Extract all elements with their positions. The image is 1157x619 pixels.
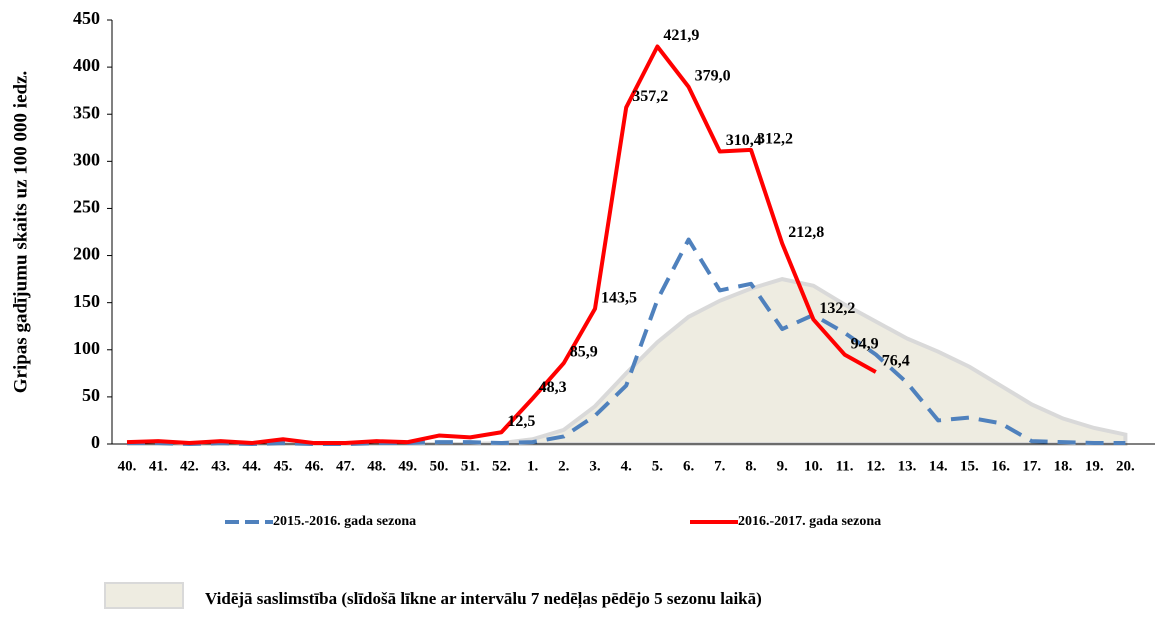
y-tick-label: 0 <box>91 432 100 452</box>
x-tick-label: 5. <box>652 458 664 474</box>
x-tick-label: 40. <box>118 458 137 474</box>
x-tick-label: 7. <box>714 458 726 474</box>
data-label: 312,2 <box>757 131 793 148</box>
legend-label: 2016.-2017. gada sezona <box>738 514 881 529</box>
y-tick-label: 200 <box>73 244 100 264</box>
x-tick-label: 49. <box>398 458 417 474</box>
series-line <box>127 237 1126 446</box>
x-tick-label: 9. <box>777 458 789 474</box>
x-tick-label: 50. <box>430 458 449 474</box>
x-tick-label: 45. <box>274 458 293 474</box>
x-tick-label: 47. <box>336 458 355 474</box>
data-label: 85,9 <box>570 344 598 361</box>
data-label: 310,4 <box>726 132 762 149</box>
y-tick-label: 100 <box>73 338 100 358</box>
x-tick-label: 41. <box>149 458 168 474</box>
x-tick-label: 44. <box>242 458 261 474</box>
x-tick-label: 52. <box>492 458 511 474</box>
x-tick-label: 6. <box>683 458 695 474</box>
x-tick-label: 10. <box>804 458 823 474</box>
x-tick-label: 18. <box>1054 458 1073 474</box>
y-tick-label: 50 <box>82 385 100 405</box>
x-tick-label: 8. <box>745 458 757 474</box>
data-label: 48,3 <box>539 379 567 396</box>
data-label: 212,8 <box>788 224 824 241</box>
data-label: 357,2 <box>632 88 668 105</box>
x-tick-label: 42. <box>180 458 199 474</box>
legend-label: Vidējā saslimstība (slīdošā līkne ar int… <box>205 589 762 609</box>
data-label: 379,0 <box>695 68 731 85</box>
x-tick-label: 13. <box>898 458 917 474</box>
y-tick-label: 250 <box>73 197 100 217</box>
x-tick-label: 11. <box>836 458 854 474</box>
legend-label: 2015.-2016. gada sezona <box>273 514 416 529</box>
x-tick-label: 2. <box>558 458 570 474</box>
x-tick-label: 20. <box>1116 458 1135 474</box>
x-tick-label: 16. <box>991 458 1010 474</box>
data-label: 421,9 <box>663 27 699 44</box>
x-tick-label: 46. <box>305 458 324 474</box>
legend-swatch <box>104 582 184 609</box>
data-label: 132,2 <box>819 300 855 317</box>
x-tick-label: 3. <box>589 458 601 474</box>
series-line <box>126 44 877 446</box>
x-tick-label: 1. <box>527 458 539 474</box>
x-tick-label: 48. <box>367 458 386 474</box>
data-label: 94,9 <box>851 335 879 352</box>
y-tick-label: 300 <box>73 149 100 169</box>
data-label: 76,4 <box>882 353 910 370</box>
x-tick-label: 12. <box>866 458 885 474</box>
y-tick-label: 350 <box>73 102 100 122</box>
x-tick-label: 51. <box>461 458 480 474</box>
x-tick-label: 14. <box>929 458 948 474</box>
y-axis-label: Gripas gadījumu skaits uz 100 000 iedz. <box>10 71 31 394</box>
x-tick-label: 43. <box>211 458 230 474</box>
y-tick-label: 450 <box>73 8 100 28</box>
x-tick-label: 17. <box>1022 458 1041 474</box>
y-tick-label: 150 <box>73 291 100 311</box>
x-tick-label: 19. <box>1085 458 1104 474</box>
x-tick-label: 15. <box>960 458 979 474</box>
data-label: 143,5 <box>601 289 637 306</box>
x-tick-label: 4. <box>621 458 633 474</box>
y-tick-label: 400 <box>73 55 100 75</box>
data-label: 12,5 <box>507 413 535 430</box>
